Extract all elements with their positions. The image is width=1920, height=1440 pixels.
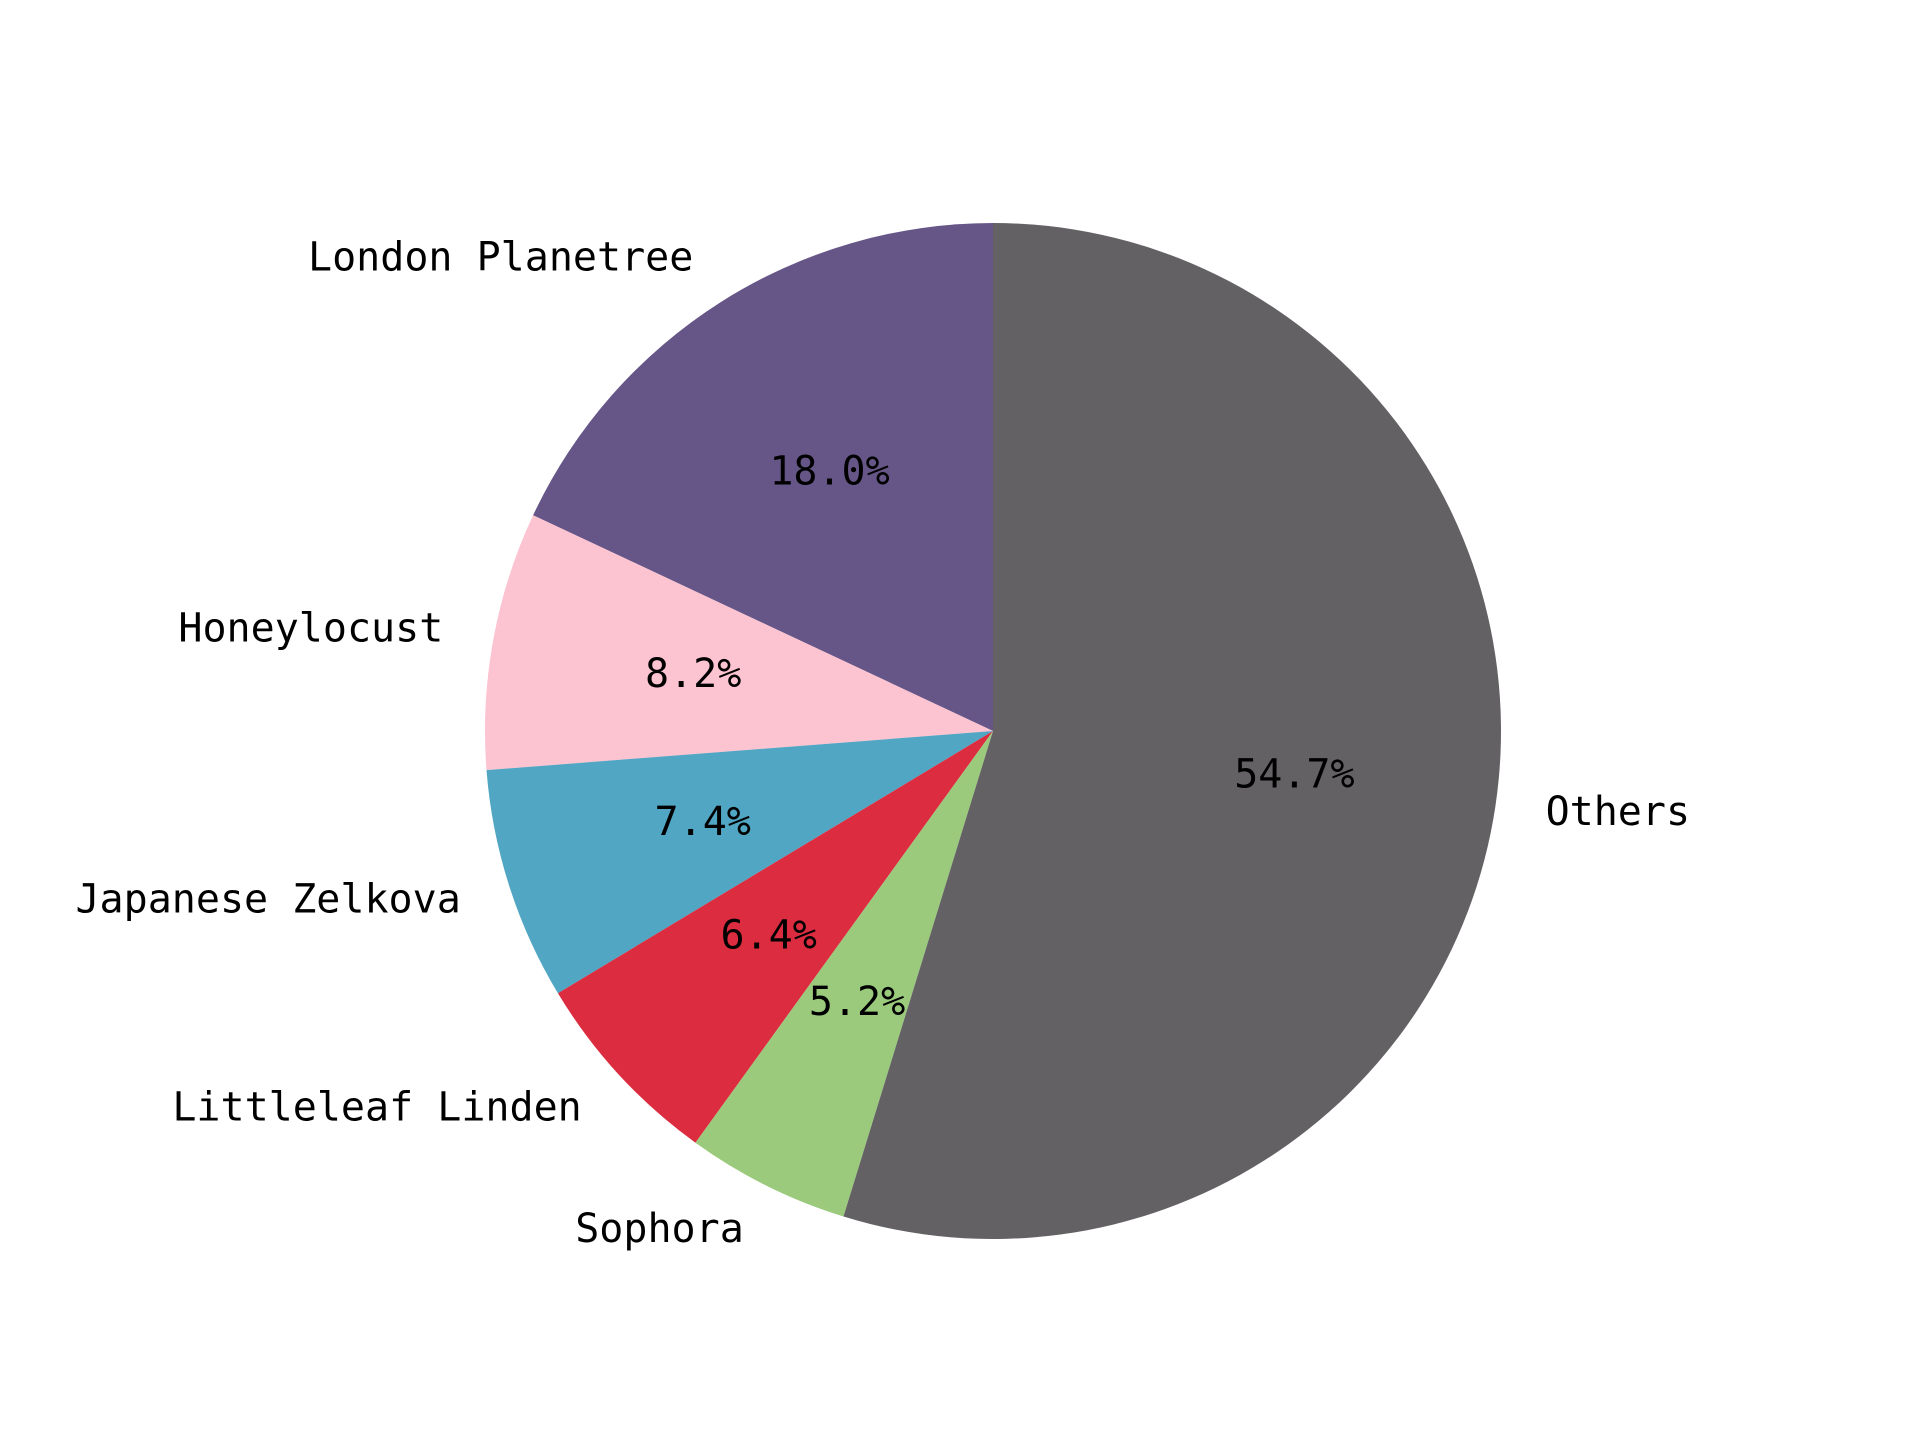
pie-slice-london-planetree (533, 223, 993, 731)
slice-percent-honeylocust: 8.2% (645, 651, 741, 697)
pie-slice-honeylocust (484, 515, 993, 771)
pie-slice-sophora (695, 731, 993, 1217)
slice-label-littleleaf-linden: Littleleaf Linden (172, 1084, 581, 1130)
slice-label-others: Others (1546, 789, 1691, 835)
slice-percent-littleleaf-linden: 6.4% (721, 912, 817, 958)
slice-percent-sophora: 5.2% (809, 979, 905, 1025)
slice-percent-others: 54.7% (1234, 751, 1354, 797)
slices-layer (484, 223, 1502, 1239)
slice-label-sophora: Sophora (575, 1206, 744, 1252)
slice-percent-london-planetree: 18.0% (769, 449, 889, 495)
slice-label-japanese-zelkova: Japanese Zelkova (75, 876, 460, 922)
slice-label-london-planetree: London Planetree (308, 234, 693, 280)
slice-percent-japanese-zelkova: 7.4% (655, 799, 751, 845)
pie-slice-littleleaf-linden (557, 731, 993, 1143)
pie-slice-others (843, 223, 1502, 1239)
labels-layer: London Planetree 18.0% Honeylocust 8.2% Japa… (75, 234, 1690, 1252)
pie-slice-japanese-zelkova (486, 731, 993, 994)
slice-label-honeylocust: Honeylocust (178, 606, 443, 652)
